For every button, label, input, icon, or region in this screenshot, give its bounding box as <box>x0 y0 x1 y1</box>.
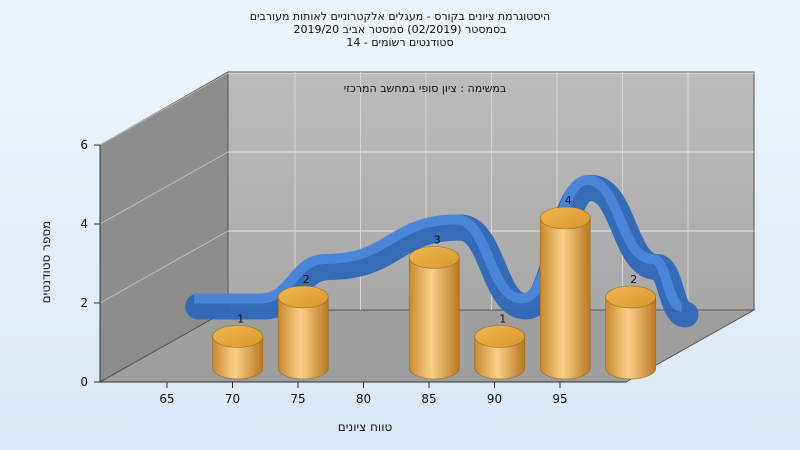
data-label: 1 <box>499 313 506 326</box>
bar-top <box>212 325 264 348</box>
title-line-3: סטודנטים רשומים - 14 <box>346 36 454 49</box>
bar-top <box>277 285 329 309</box>
x-tick-label: 85 <box>421 392 436 406</box>
trend-band-highlight <box>194 174 684 312</box>
data-label: 3 <box>434 234 441 247</box>
x-tick-label: 70 <box>225 392 240 406</box>
chart-title: היסטוגרמת ציונים בקורס - מעגלים אלקטרוני… <box>0 10 800 49</box>
bar-top <box>539 206 591 230</box>
bar-top <box>605 285 657 309</box>
title-line-1: היסטוגרמת ציונים בקורס - מעגלים אלקטרוני… <box>249 10 551 23</box>
bar <box>474 336 526 380</box>
x-tick-label: 75 <box>290 392 305 406</box>
data-label: 4 <box>565 194 572 207</box>
x-tick-label: 95 <box>552 392 567 406</box>
bar <box>212 336 264 380</box>
data-label: 2 <box>630 273 637 286</box>
data-label: 1 <box>237 313 244 326</box>
side-gridline <box>99 230 229 304</box>
x-tick-label: 65 <box>159 392 174 406</box>
side-gridline <box>99 151 229 225</box>
chart-subtitle: במשימה : ציון סופי במחשב המרכזי <box>344 82 507 95</box>
x-tick-label: 80 <box>356 392 371 406</box>
side-gridline <box>99 72 229 146</box>
title-line-2: בסמסטר (02/2019) סמסטר אביב 2019/20 <box>293 23 507 36</box>
y-axis-title: מספר סטודנטים <box>39 221 53 304</box>
bar <box>605 296 657 380</box>
data-label: 2 <box>303 273 310 286</box>
y-tick-label: 4 <box>80 217 88 231</box>
y-tick-label: 6 <box>80 138 88 152</box>
y-tick-label: 2 <box>80 296 88 310</box>
x-axis-title: טווח ציונים <box>338 420 393 434</box>
y-tick-label: 0 <box>80 375 88 389</box>
bar-top <box>408 246 460 269</box>
bar <box>539 217 591 380</box>
bar <box>408 257 460 380</box>
bar <box>277 296 329 380</box>
x-tick-label: 90 <box>487 392 502 406</box>
bar-top <box>474 325 526 348</box>
